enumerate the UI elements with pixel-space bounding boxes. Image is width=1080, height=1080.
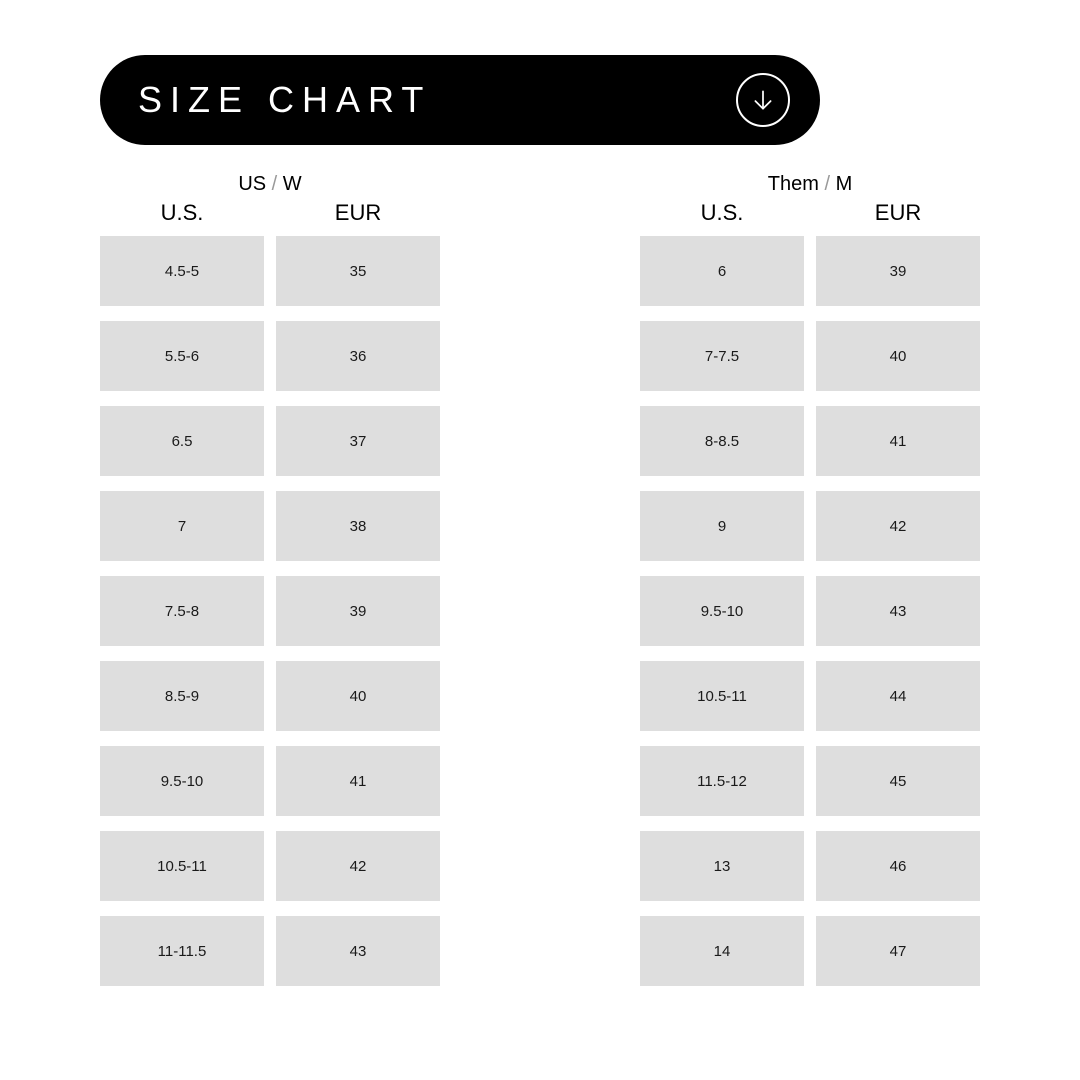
- group-b: M: [836, 173, 853, 195]
- table-rows: 4.5-5355.5-6366.5377387.5-8398.5-9409.5-…: [100, 236, 440, 986]
- table-row: 10.5-1142: [100, 831, 440, 901]
- column-headers: U.S. EUR: [100, 200, 440, 226]
- size-cell: 42: [816, 491, 980, 561]
- size-chart-page: SIZE CHART US / W U.S. EUR 4.5-5355.5-63…: [0, 0, 1080, 986]
- col-header-eur: EUR: [276, 200, 440, 226]
- size-cell: 11-11.5: [100, 916, 264, 986]
- size-cell: 39: [276, 576, 440, 646]
- header-pill: SIZE CHART: [100, 55, 820, 145]
- table-row: 8-8.541: [640, 406, 980, 476]
- table-row: 1447: [640, 916, 980, 986]
- size-cell: 43: [276, 916, 440, 986]
- size-cell: 5.5-6: [100, 321, 264, 391]
- size-cell: 46: [816, 831, 980, 901]
- table-row: 6.537: [100, 406, 440, 476]
- size-cell: 14: [640, 916, 804, 986]
- size-cell: 41: [816, 406, 980, 476]
- size-cell: 40: [816, 321, 980, 391]
- size-cell: 42: [276, 831, 440, 901]
- size-cell: 11.5-12: [640, 746, 804, 816]
- table-row: 9.5-1041: [100, 746, 440, 816]
- size-cell: 6: [640, 236, 804, 306]
- table-row: 7.5-839: [100, 576, 440, 646]
- table-row: 10.5-1144: [640, 661, 980, 731]
- size-cell: 44: [816, 661, 980, 731]
- table-row: 5.5-636: [100, 321, 440, 391]
- size-cell: 10.5-11: [100, 831, 264, 901]
- table-row: 942: [640, 491, 980, 561]
- table-rows: 6397-7.5408-8.5419429.5-104310.5-114411.…: [640, 236, 980, 986]
- table-row: 11.5-1245: [640, 746, 980, 816]
- size-cell: 45: [816, 746, 980, 816]
- size-cell: 47: [816, 916, 980, 986]
- group-b: W: [283, 173, 302, 195]
- table-row: 7-7.540: [640, 321, 980, 391]
- down-arrow-circle-icon: [736, 73, 790, 127]
- group-a: US: [238, 173, 266, 195]
- table-women: US / W U.S. EUR 4.5-5355.5-6366.5377387.…: [100, 173, 440, 986]
- slash: /: [272, 173, 283, 195]
- table-row: 9.5-1043: [640, 576, 980, 646]
- group-a: Them: [768, 173, 819, 195]
- size-cell: 41: [276, 746, 440, 816]
- size-cell: 6.5: [100, 406, 264, 476]
- size-cell: 36: [276, 321, 440, 391]
- table-row: 1346: [640, 831, 980, 901]
- table-men: Them / M U.S. EUR 6397-7.5408-8.5419429.…: [640, 173, 980, 986]
- table-row: 4.5-535: [100, 236, 440, 306]
- size-cell: 8.5-9: [100, 661, 264, 731]
- size-cell: 43: [816, 576, 980, 646]
- col-header-eur: EUR: [816, 200, 980, 226]
- table-row: 11-11.543: [100, 916, 440, 986]
- size-cell: 9.5-10: [100, 746, 264, 816]
- size-cell: 8-8.5: [640, 406, 804, 476]
- size-cell: 7-7.5: [640, 321, 804, 391]
- col-header-us: U.S.: [640, 200, 804, 226]
- page-title: SIZE CHART: [138, 79, 431, 121]
- group-label: US / W: [100, 173, 440, 196]
- size-cell: 7: [100, 491, 264, 561]
- size-cell: 9.5-10: [640, 576, 804, 646]
- table-row: 8.5-940: [100, 661, 440, 731]
- col-header-us: U.S.: [100, 200, 264, 226]
- size-cell: 39: [816, 236, 980, 306]
- group-label: Them / M: [640, 173, 980, 196]
- size-cell: 35: [276, 236, 440, 306]
- size-cell: 40: [276, 661, 440, 731]
- table-row: 639: [640, 236, 980, 306]
- size-cell: 4.5-5: [100, 236, 264, 306]
- slash: /: [824, 173, 835, 195]
- table-row: 738: [100, 491, 440, 561]
- size-cell: 7.5-8: [100, 576, 264, 646]
- size-cell: 38: [276, 491, 440, 561]
- column-headers: U.S. EUR: [640, 200, 980, 226]
- size-tables: US / W U.S. EUR 4.5-5355.5-6366.5377387.…: [100, 173, 980, 986]
- size-cell: 13: [640, 831, 804, 901]
- size-cell: 10.5-11: [640, 661, 804, 731]
- size-cell: 9: [640, 491, 804, 561]
- size-cell: 37: [276, 406, 440, 476]
